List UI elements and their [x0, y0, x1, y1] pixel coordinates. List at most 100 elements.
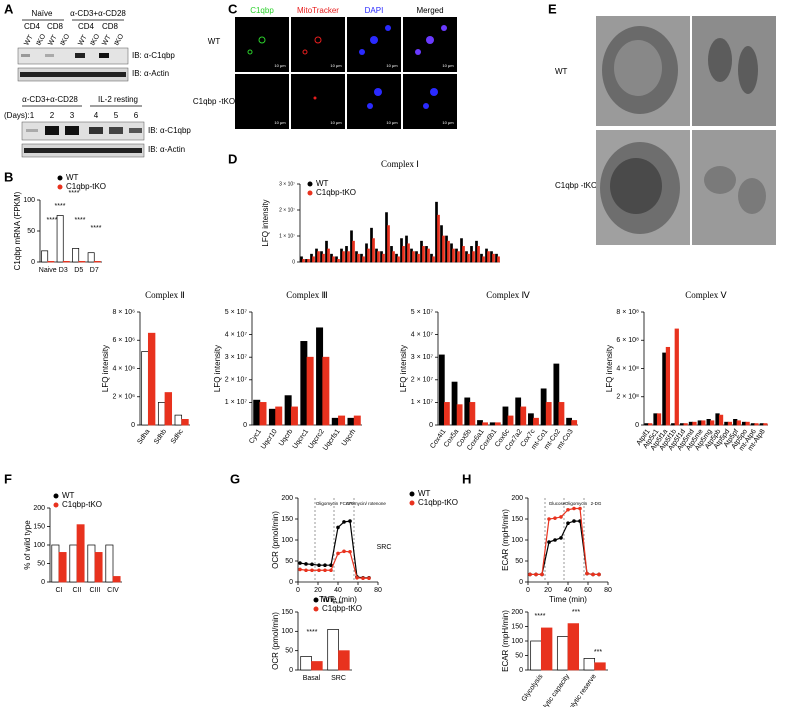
data-point [329, 568, 333, 573]
bar [302, 259, 305, 263]
annotation: **** [69, 190, 80, 197]
data-point [367, 576, 371, 581]
band [26, 129, 38, 132]
bar [317, 251, 320, 263]
bar [56, 215, 64, 263]
x-axis-label: Time (min) [549, 595, 587, 604]
bar [724, 421, 729, 426]
image [347, 17, 401, 72]
legend-marker [307, 181, 313, 187]
data-point [355, 576, 359, 580]
injection-label: Antimycin/ rotenone [346, 501, 386, 506]
y-tick-label: 0 [519, 579, 523, 586]
electron-microscopy: WT C1qbp -tKO [555, 16, 776, 245]
legend-label: C1qbp-tKO [316, 188, 356, 197]
y-axis-label: C1qbp mRNA (FPKM) [13, 191, 22, 270]
bar [307, 259, 310, 263]
y-tick-label: 1 × 10⁷ [225, 399, 248, 406]
bar [662, 352, 667, 426]
y-tick-label: 50 [515, 652, 523, 659]
y-tick-label: 8 × 10⁶ [112, 309, 135, 316]
bar [497, 256, 500, 263]
bar [312, 256, 315, 263]
cell [258, 36, 266, 44]
y-tick-label: 0 [31, 259, 35, 266]
legend-marker [313, 606, 319, 612]
bar [432, 256, 435, 263]
data-point [298, 561, 302, 565]
annotation: *** [594, 649, 602, 656]
blot-membrane [17, 47, 129, 65]
data-point [553, 538, 557, 542]
y-axis-label: LFQ intensity [213, 345, 222, 392]
x-tick-label: 20 [544, 587, 552, 594]
bar [540, 627, 553, 671]
bar [558, 402, 565, 426]
y-tick-label: 0 [635, 422, 639, 429]
band [45, 54, 54, 57]
blot-group: α-CD3+α-CD28 [22, 95, 78, 104]
bar [482, 422, 488, 426]
bar [322, 253, 325, 263]
injection-label: Oligomycin [316, 501, 339, 506]
x-tick-label: CII [73, 587, 82, 594]
annotation: **** [333, 601, 344, 608]
bar [447, 240, 450, 263]
y-tick-label: 150 [33, 523, 45, 530]
y-tick-label: 50 [37, 560, 45, 567]
y-tick-label: 150 [281, 516, 293, 523]
days-label: (Days): [4, 111, 30, 120]
bar [377, 251, 380, 263]
bar [268, 408, 276, 426]
data-point [336, 525, 340, 530]
bar [530, 640, 542, 671]
bar [353, 415, 361, 426]
data-point [528, 572, 532, 577]
bar [745, 421, 750, 426]
data-point [317, 563, 321, 567]
y-axis-label: OCR (pmol/min) [271, 612, 280, 670]
x-tick-label: CIII [90, 587, 101, 594]
mitochondrion [738, 178, 766, 214]
blot-top: Naïve α-CD3+α-CD28 CD4 CD8 CD4 CD8 WT tK… [17, 9, 175, 82]
bar [337, 259, 340, 263]
blot-bottom: α-CD3+α-CD28 IL-2 resting (Days): 1 2 3 … [4, 95, 191, 158]
cell [367, 103, 373, 109]
bar [105, 544, 114, 583]
cell [313, 96, 317, 100]
legend-marker [53, 502, 59, 508]
y-tick-label: 50 [515, 558, 523, 565]
chart-title: Complex Ⅱ [145, 290, 185, 300]
legend-label: C1qbp-tKO [322, 604, 362, 613]
chart-title: Complex Ⅲ [286, 290, 327, 300]
y-tick-label: 8 × 10⁸ [616, 309, 639, 316]
x-tick-label: 80 [374, 587, 382, 594]
nucleus [614, 40, 662, 96]
scale-bar: 10 μm [386, 120, 398, 125]
x-tick-label: Glycolysis [521, 673, 545, 703]
legend-marker [313, 597, 319, 603]
bar [397, 256, 400, 263]
bar [553, 363, 560, 426]
bar [372, 238, 375, 263]
probe-label: IB: α-C1qbp [132, 51, 175, 60]
bar [347, 251, 350, 263]
bar [644, 423, 649, 426]
legend-label: C1qbp-tKO [62, 500, 102, 509]
bar [41, 250, 49, 263]
scale-bar: 10 μm [274, 63, 286, 68]
bar [352, 240, 355, 263]
data-point [578, 506, 582, 511]
mitochondrion [704, 166, 736, 194]
cell-type: CD4 [24, 22, 41, 31]
y-tick-label: 50 [285, 648, 293, 655]
bar [671, 423, 676, 426]
bar [259, 402, 267, 426]
data-point [310, 562, 314, 567]
y-tick-label: 150 [511, 623, 523, 630]
scale-bar: 10 μm [442, 120, 454, 125]
y-tick-label: 3 × 10⁷ [411, 354, 434, 361]
y-tick-label: 150 [281, 609, 293, 616]
band [129, 128, 142, 133]
legend-marker [409, 491, 415, 497]
